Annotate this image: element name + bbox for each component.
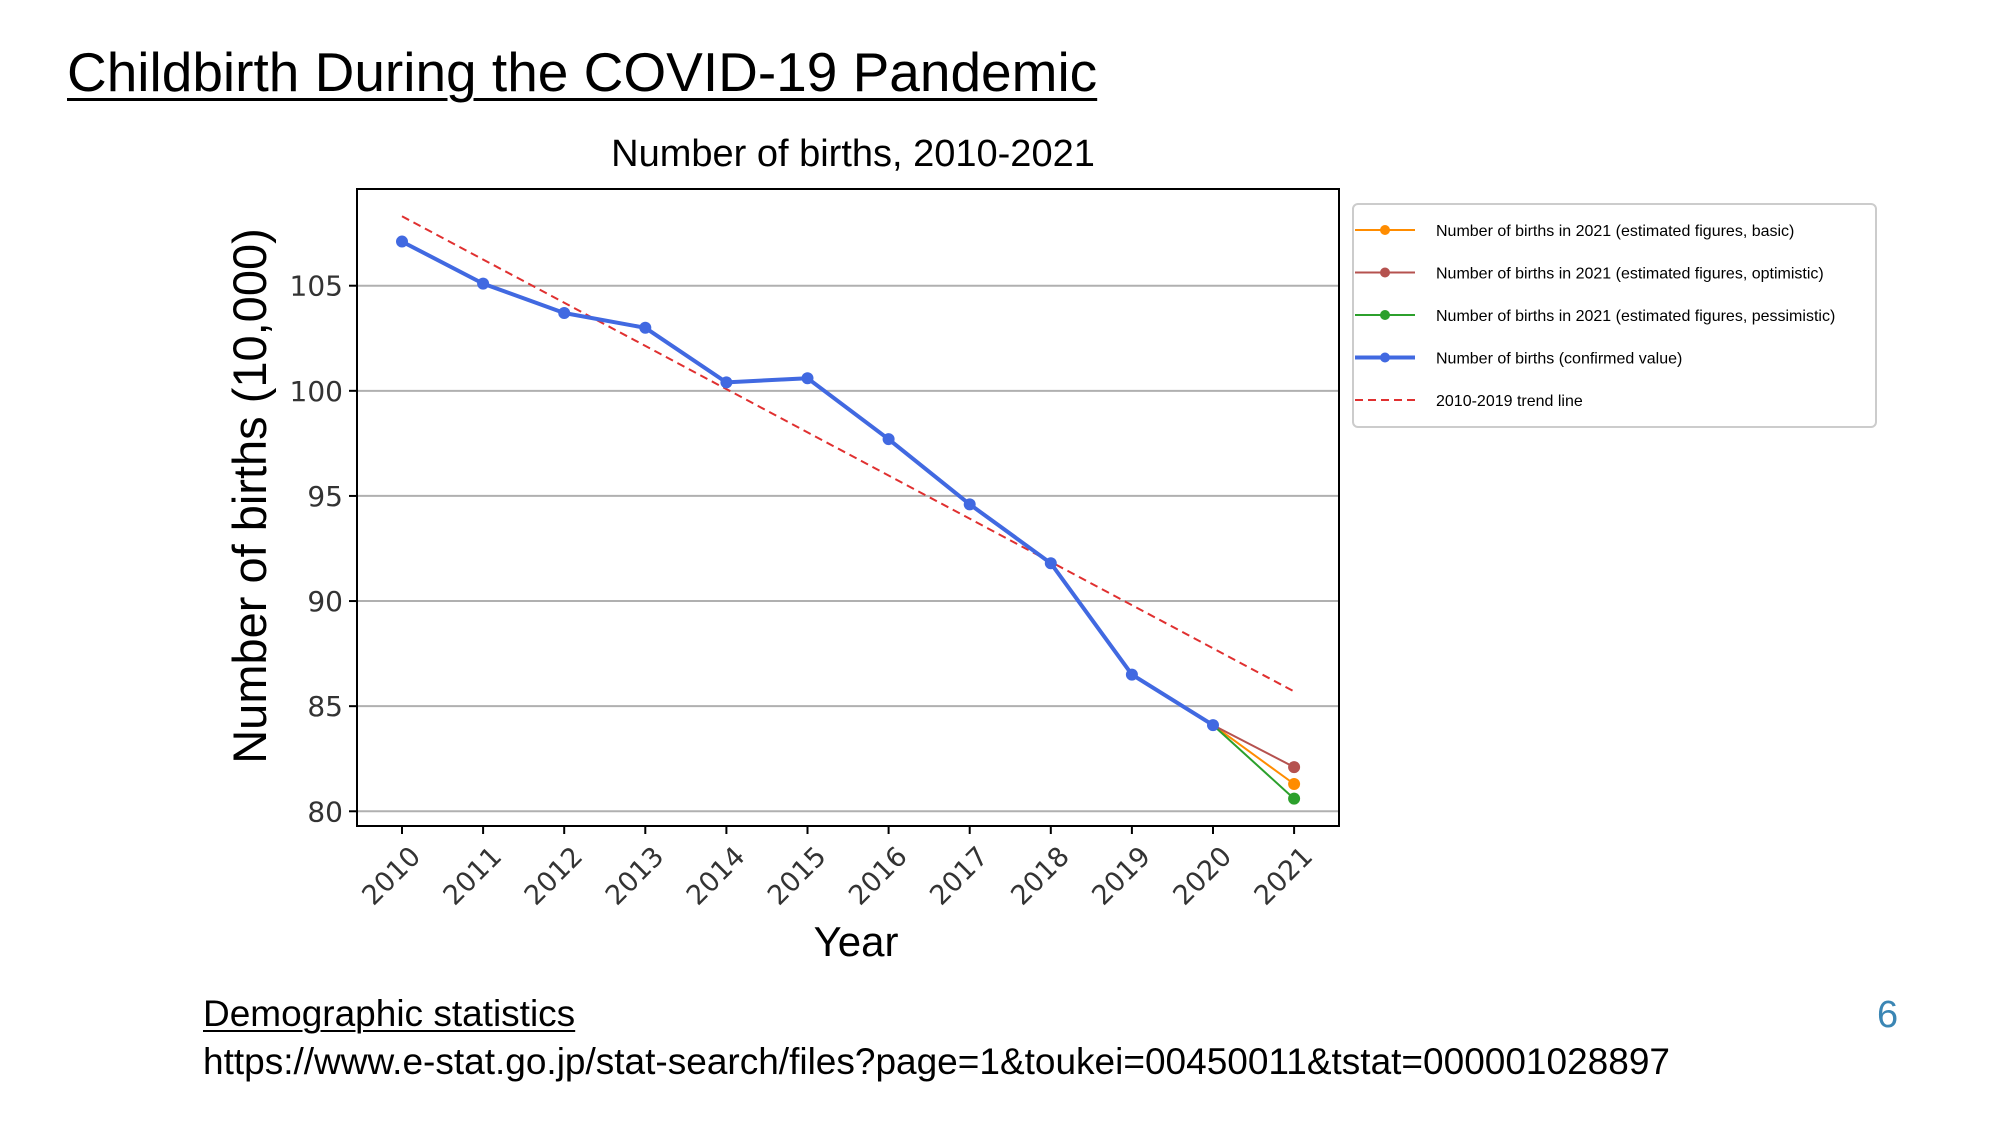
x-tick-label: 2016 [843,841,914,912]
x-tick-label: 2013 [600,841,671,912]
source-link[interactable]: Demographic statistics [203,993,576,1034]
x-tick-label: 2011 [438,841,509,912]
x-tick-label: 2018 [1005,841,1076,912]
y-tick-label: 100 [290,375,343,408]
x-tick-label: 2021 [1249,841,1320,912]
legend-marker-0 [1380,225,1390,235]
x-axis-label: Year [814,918,899,965]
legend-marker-3 [1380,352,1390,363]
data-point-0-2021 [1288,777,1301,790]
x-tick-label: 2014 [681,841,752,912]
data-point-2-2021 [1288,792,1301,805]
data-point-3-2014 [720,376,733,389]
y-tick-label: 85 [307,690,343,723]
data-point-3-2020 [1207,719,1219,732]
chart-title: Number of births, 2010-2021 [611,133,1095,175]
y-axis-ticks: 80 85 90 95 100 105 [290,270,357,828]
data-point-3-2017 [963,498,976,511]
legend-entry-label: Number of births (confirmed value) [1436,351,1682,368]
legend-marker-2 [1380,310,1390,320]
legend-entry-label: Number of births in 2021 (estimated figu… [1436,308,1835,325]
source-url[interactable]: https://www.e-stat.go.jp/stat-search/fil… [203,1041,1670,1082]
legend-entry-label: Number of births in 2021 (estimated figu… [1436,266,1824,283]
y-tick-label: 95 [307,480,343,513]
data-point-3-2016 [882,433,895,446]
data-point-3-2013 [639,321,652,334]
x-tick-label: 2015 [762,841,833,912]
x-tick-label: 2017 [924,841,995,912]
slide-title: Childbirth During the COVID-19 Pandemic [67,41,1098,103]
y-tick-label: 90 [307,585,343,618]
x-tick-label: 2019 [1086,841,1157,912]
y-tick-label: 105 [290,270,343,303]
data-point-3-2015 [801,372,814,385]
trend-series [401,215,1295,693]
series-line-4 [401,215,1295,693]
series-line-1 [1212,724,1295,768]
data-point-3-2010 [396,235,408,248]
legend: Number of births in 2021 (estimated figu… [1352,203,1877,428]
data-point-3-2018 [1044,557,1057,570]
series-line-2 [1212,724,1295,800]
x-tick-label: 2012 [519,841,590,912]
legend-marker-1 [1380,267,1390,278]
data-point-1-2021 [1288,761,1301,774]
series-line-3 [401,239,1215,727]
x-axis-ticks: 2010 2011 2012 2013 2014 2015 2016 2017 2018 2019… [356,826,1319,912]
legend-frame [1352,203,1877,428]
data-point-3-2012 [558,307,571,320]
confirmed-series [396,235,1219,732]
grid-lines [357,284,1339,813]
y-tick-label: 80 [307,795,343,828]
legend-entry-label: Number of births in 2021 (estimated figu… [1436,223,1794,240]
y-axis-label: Number of births (10,000) [223,228,276,764]
page-number: 6 [1877,994,1899,1036]
x-tick-label: 2010 [356,841,427,912]
births-line-chart: Number of births, 2010-2021 80 85 90 95 100 1… [223,133,1877,965]
data-point-3-2019 [1125,668,1138,681]
x-tick-label: 2020 [1167,841,1238,912]
plot-frame [356,188,1340,827]
legend-entry-label: 2010-2019 trend line [1436,393,1583,410]
series-line-0 [1212,724,1295,785]
estimate-series [1212,724,1301,805]
data-point-3-2011 [477,277,490,290]
